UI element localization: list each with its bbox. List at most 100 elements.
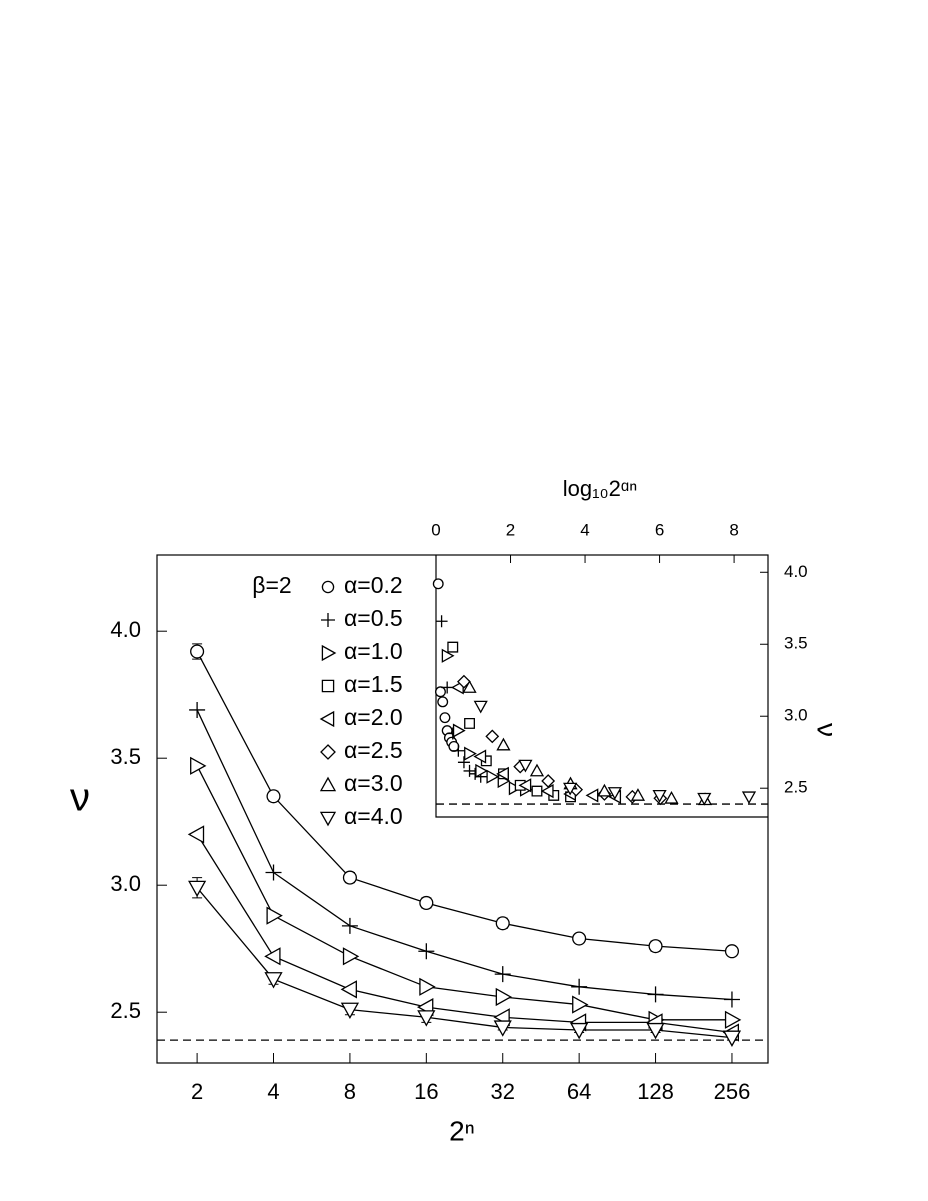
marker-circle: [572, 931, 587, 946]
legend-marker: [319, 776, 337, 792]
marker-right: [724, 1010, 742, 1029]
marker-circle: [432, 578, 444, 590]
legend-label: α=1.5: [344, 671, 403, 697]
marker-plus: [189, 701, 206, 718]
marker-left: [264, 947, 281, 966]
y-tick-label: 2.5: [110, 998, 141, 1023]
marker-plus: [457, 756, 470, 769]
marker-plus: [452, 744, 465, 757]
inset-x-tick-label: 8: [729, 520, 738, 539]
marker-up: [597, 783, 612, 797]
inset-x-tick-label: 6: [655, 520, 664, 539]
x-tick-label: 256: [714, 1079, 751, 1104]
marker-circle: [439, 712, 451, 724]
marker-plus: [435, 615, 448, 628]
series-line: [196, 651, 733, 952]
x-tick-label: 4: [267, 1079, 279, 1104]
inset-y-tick-label: 3.0: [784, 706, 808, 725]
legend-marker: [321, 613, 335, 627]
marker-plus: [265, 864, 282, 881]
inset-y-tick-label: 2.5: [784, 778, 808, 797]
legend-label: α=4.0: [344, 803, 403, 829]
marker-down: [570, 1022, 589, 1040]
marker-down: [652, 789, 667, 803]
legend-label: α=2.0: [344, 704, 403, 730]
marker-circle: [190, 644, 205, 659]
marker-circle: [342, 870, 357, 885]
legend-marker: [321, 580, 335, 594]
marker-plus: [647, 986, 664, 1003]
inset-y-tick-label: 4.0: [784, 562, 808, 581]
marker-circle: [724, 944, 740, 959]
marker-down: [563, 782, 578, 796]
marker-right: [475, 763, 489, 779]
x-axis-label: 2ⁿ: [449, 1115, 475, 1146]
marker-plus: [494, 966, 511, 983]
marker-down: [493, 1020, 512, 1037]
marker-down: [741, 791, 757, 805]
marker-plus: [341, 917, 358, 934]
marker-right: [486, 769, 500, 784]
marker-diamond: [457, 674, 471, 689]
marker-down: [417, 1010, 436, 1027]
inset-y-axis-label: ν: [812, 723, 843, 737]
marker-down: [722, 1030, 742, 1047]
marker-right: [266, 906, 283, 925]
legend-marker: [319, 811, 337, 827]
marker-circle: [419, 895, 434, 911]
inset-y-tick-label: 3.5: [784, 634, 808, 653]
marker-circle: [495, 916, 510, 931]
legend-label: α=0.5: [344, 605, 403, 631]
x-tick-label: 128: [637, 1079, 674, 1104]
main-frame: [156, 554, 769, 1064]
legend-label: α=2.5: [344, 737, 403, 763]
legend-marker: [320, 744, 336, 760]
marker-down: [646, 1022, 665, 1040]
legend-marker: [321, 679, 335, 693]
marker-up: [496, 737, 511, 751]
marker-right: [190, 756, 207, 775]
marker-down: [188, 880, 207, 898]
marker-circle: [648, 939, 663, 954]
marker-left: [473, 749, 487, 764]
marker-right: [495, 987, 513, 1007]
marker-left: [585, 788, 599, 803]
marker-plus: [463, 764, 476, 777]
series-line: [196, 709, 733, 1001]
marker-right: [452, 723, 466, 738]
x-tick-label: 2: [191, 1079, 203, 1104]
marker-square: [447, 641, 459, 653]
marker-plus: [571, 978, 588, 995]
marker-left: [540, 783, 554, 799]
legend-label: α=3.0: [344, 770, 403, 796]
marker-plus: [418, 943, 435, 960]
marker-left: [187, 825, 205, 844]
inset-x-axis-label: log₁₀2ᵅⁿ: [563, 476, 637, 501]
x-tick-label: 16: [414, 1079, 438, 1104]
y-tick-label: 3.5: [110, 744, 141, 769]
marker-left: [518, 778, 532, 793]
marker-down: [473, 700, 488, 714]
x-tick-label: 64: [567, 1079, 591, 1104]
marker-square: [531, 785, 543, 797]
inset-x-tick-label: 2: [506, 520, 515, 539]
marker-right: [572, 995, 589, 1014]
marker-down: [264, 972, 283, 989]
marker-diamond: [541, 774, 556, 788]
marker-diamond: [485, 729, 500, 744]
x-tick-label: 32: [490, 1079, 514, 1104]
marker-circle: [437, 696, 449, 708]
legend-marker: [321, 644, 337, 662]
x-tick-label: 8: [344, 1079, 356, 1104]
marker-up: [630, 788, 646, 801]
legend-label: α=0.2: [344, 572, 403, 598]
y-tick-label: 4.0: [110, 617, 141, 642]
marker-circle: [448, 741, 460, 752]
y-tick-label: 3.0: [110, 871, 141, 896]
marker-right: [342, 947, 360, 966]
legend-marker: [319, 710, 335, 728]
marker-down: [340, 1002, 360, 1019]
annotation: β=2: [252, 572, 291, 598]
marker-circle: [435, 686, 446, 698]
